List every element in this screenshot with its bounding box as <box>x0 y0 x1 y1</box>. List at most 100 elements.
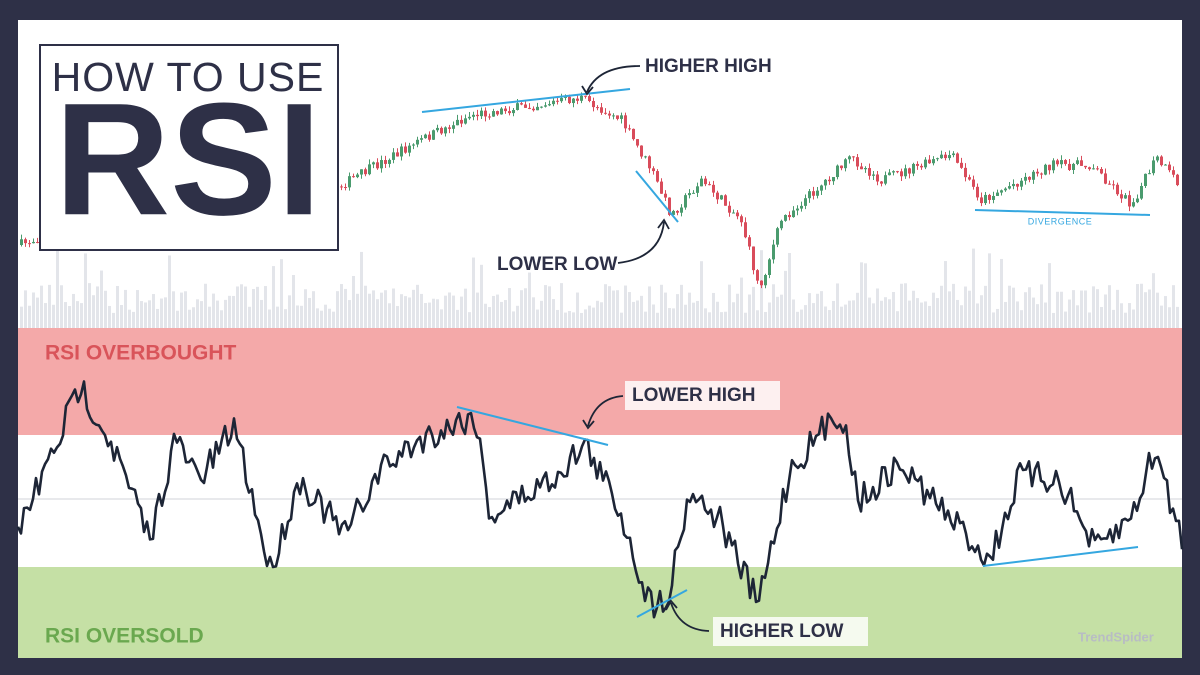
candle <box>652 168 655 172</box>
volume-bar <box>1164 296 1167 328</box>
volume-bar <box>900 283 903 328</box>
candle <box>1144 173 1147 186</box>
volume-bar <box>680 284 683 328</box>
volume-bar <box>528 272 531 328</box>
volume-bar <box>324 304 327 328</box>
volume-bar <box>772 284 775 328</box>
volume-bar <box>520 290 523 328</box>
candle <box>732 212 735 214</box>
candle <box>376 162 379 169</box>
candle <box>1164 164 1167 166</box>
volume-bar <box>1112 309 1115 328</box>
volume-bar <box>488 307 491 328</box>
candle <box>368 164 371 175</box>
trend-line <box>974 209 1151 216</box>
title-box <box>39 44 339 251</box>
volume-bar <box>1000 258 1003 328</box>
volume-bar <box>784 270 787 328</box>
volume-bar <box>576 292 579 328</box>
volume-bar <box>952 283 955 328</box>
volume-bar <box>736 293 739 328</box>
candle <box>1160 156 1163 166</box>
volume-bar <box>632 301 635 328</box>
volume-bar <box>64 302 67 328</box>
candle <box>1048 164 1051 171</box>
volume-bar <box>424 302 427 328</box>
candle <box>392 152 395 160</box>
candle <box>1036 171 1039 174</box>
volume-bar <box>1032 297 1035 328</box>
candle <box>568 96 571 104</box>
candle <box>784 214 787 221</box>
volume-bar <box>400 294 403 328</box>
candle <box>380 160 383 169</box>
volume-bar <box>292 274 295 328</box>
volume-bar <box>84 253 87 328</box>
candle <box>1084 165 1087 168</box>
candle <box>968 177 971 180</box>
volume-bar <box>552 299 555 328</box>
oversold-band <box>18 567 1182 658</box>
volume-bar <box>704 308 707 328</box>
candle <box>1076 160 1079 164</box>
volume-bar <box>924 301 927 328</box>
title: RSI <box>55 69 322 248</box>
candle <box>824 179 827 186</box>
volume-bar <box>544 285 547 328</box>
volume-bar <box>220 310 223 328</box>
volume-bar <box>56 250 59 328</box>
volume-bar <box>20 306 23 328</box>
candle <box>724 195 727 206</box>
candle <box>396 152 399 157</box>
volume-bar <box>308 297 311 328</box>
volume-bar <box>1168 307 1171 328</box>
volume-bar <box>880 300 883 328</box>
volume-bar <box>852 300 855 328</box>
candle <box>20 239 23 245</box>
volume-bar <box>28 305 31 328</box>
candle <box>500 108 503 115</box>
volume-bar <box>360 251 363 328</box>
candle <box>664 193 667 198</box>
candle <box>740 216 743 223</box>
candle <box>404 146 407 153</box>
volume-bar <box>928 305 931 328</box>
candle <box>728 205 731 213</box>
candle <box>1168 164 1171 171</box>
volume-bar <box>960 305 963 328</box>
volume-bar <box>944 261 947 328</box>
volume-bar <box>356 293 359 328</box>
volume-bar <box>340 284 343 328</box>
volume-bar <box>128 309 131 328</box>
volume-bar <box>800 309 803 328</box>
volume-bar <box>492 295 495 328</box>
candle <box>736 212 739 217</box>
volume-bar <box>916 298 919 328</box>
volume-bar <box>224 299 227 328</box>
volume-bar <box>1136 284 1139 328</box>
volume-bar <box>956 299 959 328</box>
candle <box>640 145 643 157</box>
candle <box>1044 164 1047 175</box>
volume-bar <box>144 302 147 328</box>
volume-bar <box>1024 292 1027 328</box>
candle <box>408 145 411 153</box>
candle <box>708 184 711 186</box>
volume-bar <box>940 285 943 328</box>
candle <box>1012 183 1015 187</box>
volume-bar <box>1052 312 1055 328</box>
candle <box>1156 156 1159 161</box>
candle <box>600 107 603 113</box>
volume-bar <box>164 297 167 328</box>
volume-bar <box>712 292 715 328</box>
candle <box>812 191 815 196</box>
candle <box>1040 173 1043 175</box>
volume-bar <box>820 291 823 328</box>
volume-bar <box>1144 292 1147 328</box>
volume-bar <box>700 261 703 328</box>
candle <box>1000 190 1003 193</box>
candle <box>360 169 363 175</box>
candle <box>456 119 459 126</box>
volume-bar <box>108 305 111 328</box>
volume-bar <box>792 299 795 328</box>
